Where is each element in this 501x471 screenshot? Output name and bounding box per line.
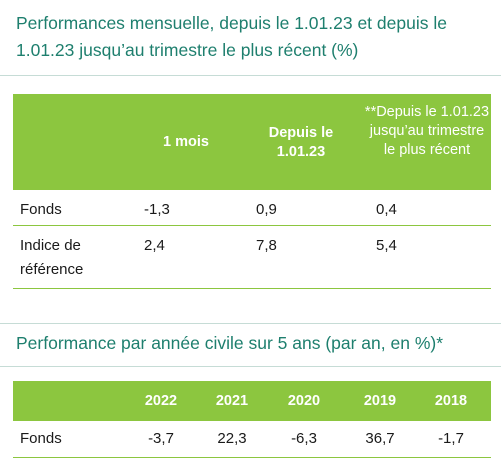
header-depuis: Depuis le 1.01.23 <box>268 125 334 160</box>
table-row: Fonds -1,3 0,9 0,4 <box>13 190 491 226</box>
value-cell: 0,4 <box>376 201 397 218</box>
value-cell: 2,4 <box>144 237 165 254</box>
section-divider <box>0 323 501 324</box>
year-header: 2021 <box>215 393 249 409</box>
row-label: Fonds <box>20 201 62 218</box>
year-header: 2018 <box>434 393 468 409</box>
value-cell: 7,8 <box>256 237 277 254</box>
year-header: 2019 <box>363 393 397 409</box>
value-cell: -1,3 <box>144 201 170 218</box>
header-trimestre-recent: **Depuis le 1.01.23 jusqu’au trimestre l… <box>364 104 490 158</box>
row-label: Fonds <box>20 430 62 447</box>
table-row: Fonds -3,7 22,3 -6,3 36,7 -1,7 <box>13 421 491 458</box>
value-cell: -3,7 <box>148 430 174 447</box>
section-divider <box>0 366 501 367</box>
monthly-table-header: 1 mois Depuis le 1.01.23 **Depuis le 1.0… <box>13 94 491 190</box>
table-row: Indice de référence 2,4 7,8 5,4 <box>13 226 491 289</box>
value-cell: 0,9 <box>256 201 277 218</box>
annual-table-header: 2022 2021 2020 2019 2018 <box>13 381 491 421</box>
value-cell: 5,4 <box>376 237 397 254</box>
year-header: 2022 <box>144 393 178 409</box>
section-divider <box>0 75 501 76</box>
value-cell: 22,3 <box>217 430 247 447</box>
value-cell: 36,7 <box>365 430 395 447</box>
row-label: Indice de référence <box>20 237 84 278</box>
header-1-mois: 1 mois <box>163 134 209 150</box>
monthly-performance-title: Performances mensuelle, depuis le 1.01.2… <box>16 13 447 60</box>
year-header: 2020 <box>287 393 321 409</box>
value-cell: -1,7 <box>438 430 464 447</box>
annual-performance-title: Performance par année civile sur 5 ans (… <box>16 333 444 353</box>
value-cell: -6,3 <box>291 430 317 447</box>
